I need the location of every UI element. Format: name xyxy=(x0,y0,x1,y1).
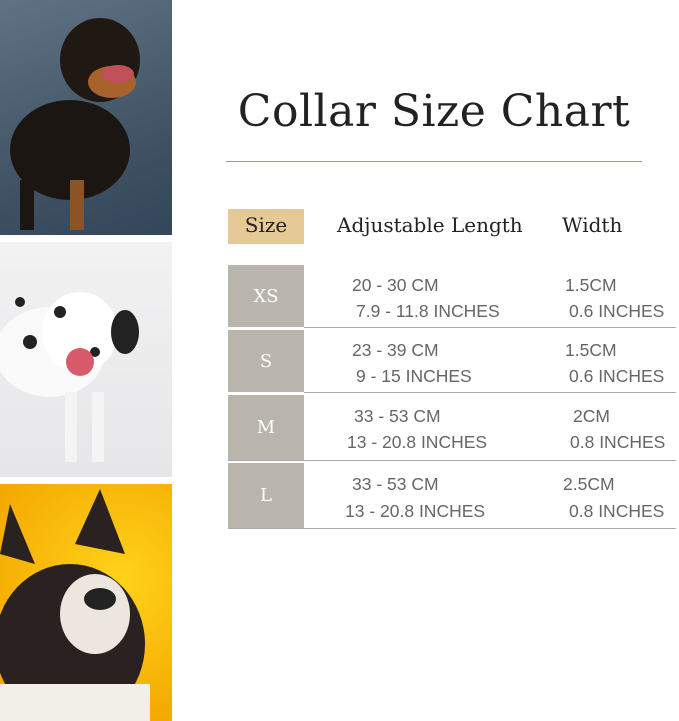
size-cell: M xyxy=(228,395,304,460)
row-divider xyxy=(304,327,676,328)
width-in: 0.8 INCHES xyxy=(570,432,666,452)
width-in: 0.6 INCHES xyxy=(569,301,665,321)
length-cm: 33 - 53 CM xyxy=(352,474,439,494)
size-cell: XS xyxy=(228,265,304,327)
length-in: 7.9 - 11.8 INCHES xyxy=(356,301,500,321)
width-cm: 2.5CM xyxy=(563,474,615,494)
size-cell: S xyxy=(228,330,304,392)
title-divider xyxy=(226,161,642,162)
header-length: Adjustable Length xyxy=(337,213,523,237)
length-cm: 33 - 53 CM xyxy=(354,406,441,426)
width-in: 0.6 INCHES xyxy=(569,366,665,386)
width-cm: 1.5CM xyxy=(565,340,617,360)
header-size: Size xyxy=(228,209,304,244)
page-title: Collar Size Chart xyxy=(237,86,631,137)
rottweiler-photo xyxy=(0,0,172,235)
size-cell: L xyxy=(228,463,304,528)
length-in: 13 - 20.8 INCHES xyxy=(345,501,486,521)
table-row: S 23 - 39 CM 9 - 15 INCHES 1.5CM 0.6 INC… xyxy=(228,330,676,393)
length-cm: 23 - 39 CM xyxy=(352,340,439,360)
header-width: Width xyxy=(562,213,623,237)
row-divider xyxy=(304,392,676,393)
length-in: 13 - 20.8 INCHES xyxy=(347,432,488,452)
dalmatian-photo xyxy=(0,242,172,477)
table-row: L 33 - 53 CM 13 - 20.8 INCHES 2.5CM 0.8 … xyxy=(228,463,676,529)
table-row: XS 20 - 30 CM 7.9 - 11.8 INCHES 1.5CM 0.… xyxy=(228,265,676,328)
french-bulldog-photo xyxy=(0,484,172,721)
length-cm: 20 - 30 CM xyxy=(352,275,439,295)
length-in: 9 - 15 INCHES xyxy=(356,366,472,386)
table-row: M 33 - 53 CM 13 - 20.8 INCHES 2CM 0.8 IN… xyxy=(228,395,676,461)
width-cm: 2CM xyxy=(573,406,610,426)
width-in: 0.8 INCHES xyxy=(569,501,665,521)
row-divider xyxy=(228,528,676,529)
row-divider xyxy=(228,460,676,461)
width-cm: 1.5CM xyxy=(565,275,617,295)
